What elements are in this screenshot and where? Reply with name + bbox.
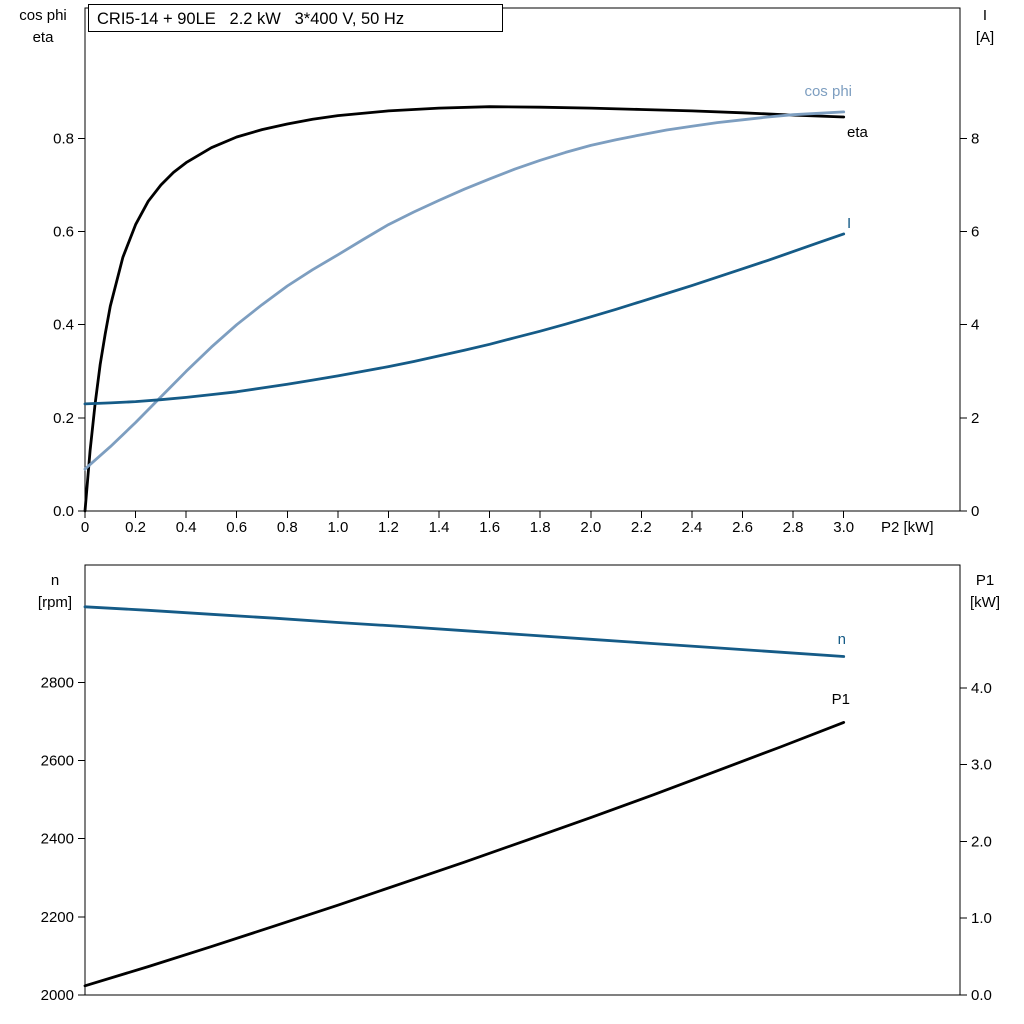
top-chart-x-tick-label: 0.4 bbox=[176, 519, 197, 536]
top-chart-x-tick-label: 0 bbox=[81, 519, 89, 536]
top-chart-right-tick-label: 6 bbox=[971, 224, 979, 241]
bottom-chart-left-tick-label: 2000 bbox=[41, 987, 74, 1004]
title-box-border bbox=[88, 4, 503, 32]
top-chart-x-tick-label: 0.8 bbox=[277, 519, 298, 536]
bottom-right-axis-label-line1: P1 bbox=[976, 572, 994, 589]
curve-eta bbox=[83, 105, 846, 513]
bottom-chart-right-tick-label: 4.0 bbox=[971, 680, 992, 697]
bottom-left-axis-label-line1: n bbox=[51, 572, 59, 589]
bottom-chart-right-tick-label: 3.0 bbox=[971, 757, 992, 774]
title-box: CRI5-14 + 90LE 2.2 kW 3*400 V, 50 Hz bbox=[88, 4, 503, 32]
curve-P1 bbox=[83, 721, 846, 988]
top-chart-x-tick-label: 3.0 bbox=[833, 519, 854, 536]
top-chart-left-tick-label: 0.0 bbox=[53, 503, 74, 520]
bottom-chart-right-tick-label: 2.0 bbox=[971, 833, 992, 850]
bottom-chart-frame bbox=[84, 564, 961, 996]
top-left-axis-label-line1: cos phi bbox=[19, 7, 67, 24]
bottom-chart-right-tick-label: 1.0 bbox=[971, 910, 992, 927]
top-chart-x-tick-label: 1.4 bbox=[429, 519, 450, 536]
x-axis-label: P2 [kW] bbox=[881, 519, 934, 536]
curve-n bbox=[83, 605, 846, 658]
top-chart-right-tick-label: 0 bbox=[971, 503, 979, 520]
top-chart-frame bbox=[84, 7, 961, 512]
curve-label-n: n bbox=[838, 631, 846, 648]
curve-label-I: I bbox=[847, 215, 851, 232]
top-chart-x-tick-label: 1.8 bbox=[530, 519, 551, 536]
bottom-chart-left-tick-label: 2200 bbox=[41, 909, 74, 926]
top-chart-x-tick-label: 0.6 bbox=[226, 519, 247, 536]
top-chart-left-tick-label: 0.8 bbox=[53, 130, 74, 147]
bottom-chart-left-tick-label: 2800 bbox=[41, 674, 74, 691]
top-right-axis-label-line1: I bbox=[983, 7, 987, 24]
curve-cos_phi bbox=[83, 110, 846, 471]
top-chart-right-tick-label: 8 bbox=[971, 130, 979, 147]
top-chart-right-tick-label: 2 bbox=[971, 410, 979, 427]
bottom-left-axis-label-line2: [rpm] bbox=[38, 594, 72, 611]
top-left-axis-label-line2: eta bbox=[33, 29, 55, 46]
top-chart-left-tick-label: 0.4 bbox=[53, 317, 74, 334]
axis-corner-labels: cos phi eta I [A] P2 [kW] n [rpm] P1 [kW… bbox=[19, 7, 1000, 611]
top-chart-x-tick-label: 1.6 bbox=[479, 519, 500, 536]
bottom-chart-left-tick-label: 2600 bbox=[41, 752, 74, 769]
curve-label-eta: eta bbox=[847, 124, 869, 141]
chart-title: CRI5-14 + 90LE 2.2 kW 3*400 V, 50 Hz bbox=[97, 10, 404, 28]
bottom-chart-right-tick-label: 0.0 bbox=[971, 987, 992, 1004]
top-chart-left-tick-label: 0.2 bbox=[53, 410, 74, 427]
charts-dynamic-layer: 0.0 0.2 0.4 0.6 0.8 0 2 4 6 8 0 0.2 0.4 0.6 0.8 1.0 1.2 1… bbox=[41, 7, 992, 1004]
top-chart-x-tick-label: 2.2 bbox=[631, 519, 652, 536]
curve-I bbox=[83, 232, 846, 406]
bottom-chart-left-tick-label: 2400 bbox=[41, 831, 74, 848]
top-chart-group: 0.0 0.2 0.4 0.6 0.8 0 2 4 6 8 0 0.2 0.4 0.6 0.8 1.0 1.2 1… bbox=[53, 7, 979, 536]
top-chart-x-tick-label: 1.0 bbox=[327, 519, 348, 536]
top-chart-x-tick-label: 1.2 bbox=[378, 519, 399, 536]
curve-label-cos_phi: cos phi bbox=[804, 83, 852, 100]
top-chart-x-tick-label: 0.2 bbox=[125, 519, 146, 536]
top-chart-x-tick-label: 2.6 bbox=[732, 519, 753, 536]
top-chart-x-tick-label: 2.0 bbox=[580, 519, 601, 536]
bottom-chart-group: 2000 2200 2400 2600 2800 0.0 1.0 2.0 3.0 4.0 n P1 bbox=[41, 564, 992, 1004]
top-right-axis-label-line2: [A] bbox=[976, 29, 994, 46]
bottom-right-axis-label-line2: [kW] bbox=[970, 594, 1000, 611]
curve-label-P1: P1 bbox=[832, 691, 850, 708]
top-chart-x-tick-label: 2.4 bbox=[682, 519, 703, 536]
top-chart-x-tick-label: 2.8 bbox=[783, 519, 804, 536]
top-chart-left-tick-label: 0.6 bbox=[53, 224, 74, 241]
top-chart-right-tick-label: 4 bbox=[971, 317, 979, 334]
